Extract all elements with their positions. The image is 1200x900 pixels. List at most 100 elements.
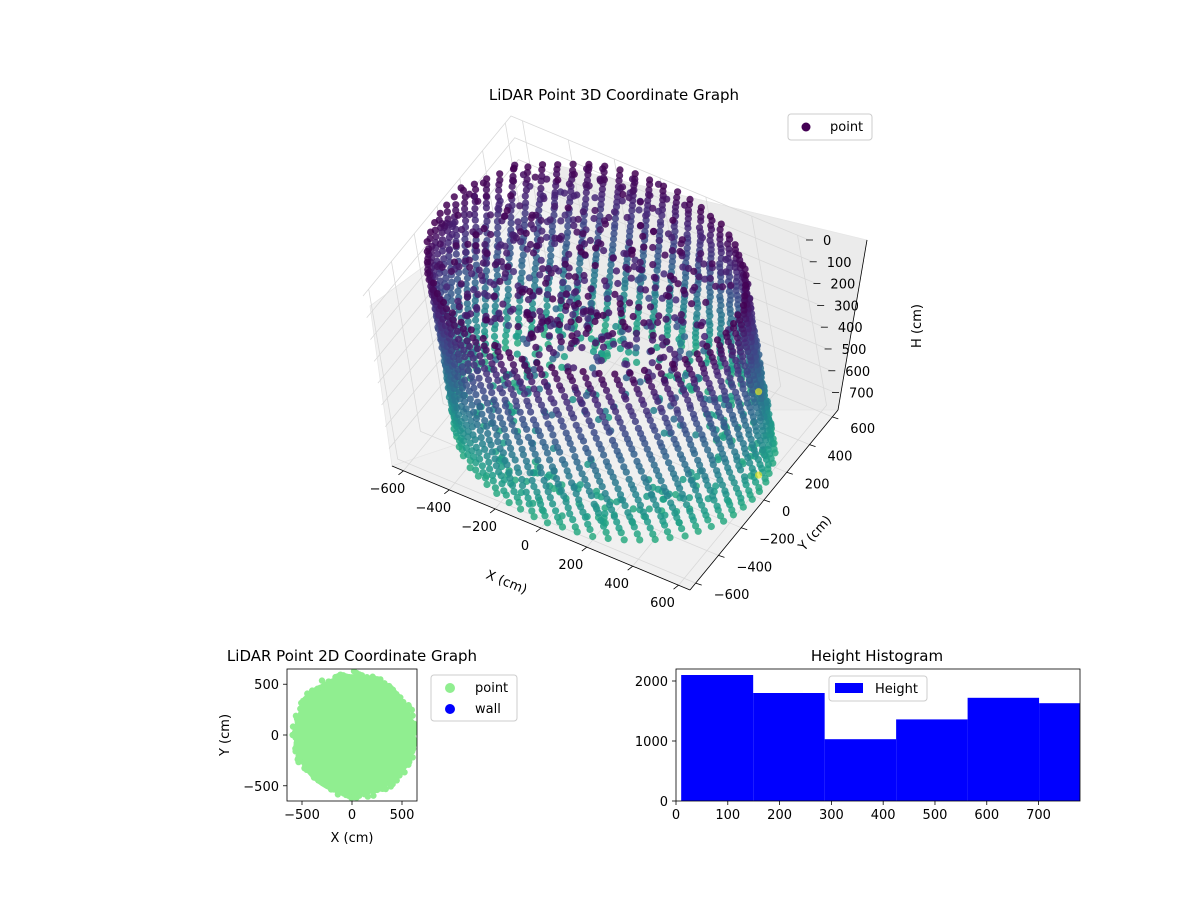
point-3d [601, 277, 609, 285]
point-3d [496, 414, 504, 422]
y-tick-3d [695, 582, 702, 586]
point-3d [672, 296, 680, 304]
point-3d [698, 234, 707, 242]
point-3d [685, 365, 694, 373]
point-3d [443, 201, 451, 209]
point-3d [521, 192, 529, 200]
point-3d [509, 391, 517, 399]
point-3d [478, 358, 486, 366]
x-tick-label-hist: 400 [871, 808, 896, 823]
point-3d [676, 347, 684, 355]
point-3d [504, 408, 512, 416]
point-3d [508, 182, 516, 191]
point-3d [486, 211, 494, 219]
point-3d [570, 170, 578, 178]
point-3d [640, 243, 648, 251]
point-3d [749, 371, 758, 380]
point-3d [481, 284, 489, 292]
point-3d [582, 391, 591, 399]
point-3d [698, 501, 706, 509]
point-3d [513, 402, 521, 410]
point-3d [530, 385, 538, 393]
point-3d [703, 342, 711, 350]
point-3d [707, 522, 715, 531]
y-ticks-3d: −600 −400 −200 0 200 400 600 [695, 416, 875, 603]
point-3d [656, 354, 664, 362]
point-3d [613, 198, 621, 206]
point-3d [704, 446, 712, 454]
point-3d [663, 195, 671, 203]
z-tick-label-3d: 600 [845, 365, 870, 380]
point-3d [683, 231, 691, 239]
point-3d [575, 464, 584, 472]
point-3d [686, 195, 694, 203]
point-2d [318, 677, 326, 684]
point-3d [552, 507, 560, 515]
point-3d [493, 271, 501, 280]
point-3d [472, 316, 480, 324]
point-3d [522, 229, 530, 237]
point-3d [514, 218, 522, 226]
point-3d [649, 530, 657, 538]
point-3d [478, 440, 487, 448]
point-3d [463, 421, 471, 429]
point-3d [567, 318, 575, 326]
point-3d [557, 417, 565, 425]
point-3d [688, 300, 696, 308]
z-tick-label-3d: 500 [842, 343, 867, 358]
point-3d [629, 505, 637, 513]
point-3d [646, 303, 655, 311]
point-3d [531, 173, 539, 181]
point-3d [580, 240, 589, 248]
point-3d [532, 421, 540, 429]
point-3d [648, 359, 656, 367]
x-tick-label-3d: −400 [415, 501, 451, 516]
point-3d [681, 460, 689, 469]
point-3d [498, 480, 506, 488]
point-3d [624, 265, 632, 273]
x-tick-label-3d: 200 [558, 558, 583, 573]
point-3d [560, 353, 569, 361]
point-3d [651, 284, 659, 292]
point-3d [569, 396, 577, 404]
histogram-bar [967, 697, 1040, 801]
point-3d [754, 456, 763, 464]
y-tick-label-2d: −500 [243, 780, 279, 795]
chart-2d-title: LiDAR Point 2D Coordinate Graph [227, 647, 477, 665]
point-3d [671, 350, 679, 358]
legend-2d-point-marker [445, 683, 455, 693]
point-3d [716, 260, 724, 268]
point-3d [716, 293, 724, 301]
x-tick-label-hist: 300 [819, 808, 844, 823]
point-3d [673, 323, 681, 331]
point-3d [504, 379, 512, 387]
point-3d [655, 312, 663, 320]
point-3d [491, 424, 499, 432]
point-3d [530, 225, 538, 233]
point-3d [589, 364, 597, 372]
point-3d [457, 280, 465, 288]
point-3d [726, 374, 734, 382]
point-3d [572, 288, 580, 296]
point-3d [657, 404, 665, 412]
point-3d [444, 293, 452, 301]
point-3d [621, 430, 629, 438]
point-3d [661, 251, 669, 259]
point-3d [697, 203, 705, 212]
point-3d [648, 383, 656, 391]
point-3d [496, 445, 504, 453]
point-3d [665, 292, 673, 300]
point-3d [488, 412, 496, 420]
point-3d [542, 308, 550, 316]
point-3d [464, 240, 472, 248]
point-3d [529, 249, 538, 257]
point-3d [473, 304, 481, 312]
point-3d [580, 217, 588, 225]
point-3d [624, 508, 632, 517]
point-3d [722, 329, 730, 337]
point-3d [651, 298, 659, 306]
point-3d [531, 276, 539, 284]
point-3d [504, 438, 512, 447]
point-3d [636, 378, 644, 386]
point-3d [528, 378, 536, 386]
